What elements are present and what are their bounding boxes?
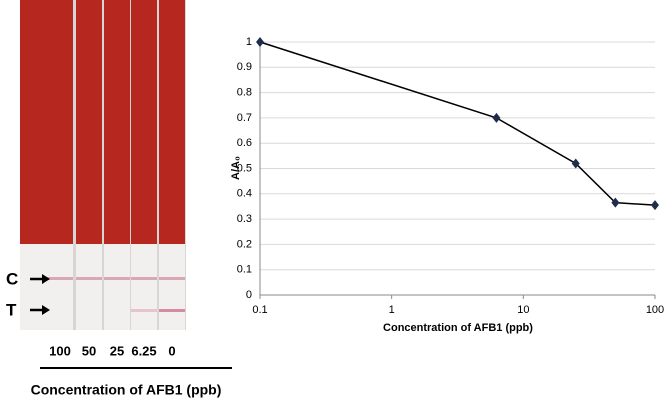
x-tick-label: 100 <box>646 304 664 316</box>
strip-pad <box>159 0 185 244</box>
c-line <box>104 277 130 280</box>
t-label: T <box>6 300 17 319</box>
c-line <box>76 277 102 280</box>
y-tick-label: 0.5 <box>237 162 252 174</box>
c-arrow-head <box>42 274 50 284</box>
x-axis-label: Concentration of AFB1 (ppb) <box>383 322 533 334</box>
c-line <box>159 277 185 280</box>
y-tick-label: 0.6 <box>237 137 252 149</box>
y-tick-label: 0 <box>246 289 252 301</box>
data-line <box>259 41 656 206</box>
strip-caption: Concentration of AFB1 (ppb) <box>31 382 222 398</box>
strip-concentration: 0 <box>168 343 175 358</box>
strip-membrane <box>104 244 130 330</box>
strip-concentration: 50 <box>82 343 96 358</box>
t-line <box>159 309 185 312</box>
strip-membrane <box>131 244 157 330</box>
strip-concentration: 6.25 <box>131 343 156 358</box>
data-point <box>492 112 501 123</box>
strip-pad <box>104 0 130 244</box>
c-label: C <box>6 269 18 288</box>
y-tick-label: 0.3 <box>237 213 252 225</box>
y-tick-label: 1 <box>246 36 252 48</box>
c-line <box>131 277 157 280</box>
strip-concentration: 25 <box>110 343 124 358</box>
y-tick-label: 0.9 <box>237 61 252 73</box>
t-arrow-head <box>42 305 50 315</box>
x-tick-label: 10 <box>517 304 529 316</box>
data-point <box>256 37 264 47</box>
c-line <box>47 277 73 280</box>
data-point <box>651 200 659 211</box>
strip-membrane <box>159 244 185 330</box>
strip-pad <box>47 0 73 244</box>
y-tick-label: 0.7 <box>237 112 252 124</box>
x-tick-label: 1 <box>389 304 395 316</box>
y-tick-label: 0.8 <box>237 87 252 99</box>
strip-membrane <box>76 244 102 330</box>
y-tick-label: 0.1 <box>237 264 252 276</box>
strip-membrane <box>20 244 47 330</box>
y-tick-label: 0.2 <box>237 238 252 250</box>
x-tick-label: 0.1 <box>252 304 267 316</box>
strip-pad <box>131 0 157 244</box>
strip-membrane <box>47 244 73 330</box>
strip-pad <box>20 0 47 244</box>
data-point <box>571 158 580 169</box>
strip-pad <box>76 0 102 244</box>
t-line <box>131 309 157 312</box>
strip-concentration: 100 <box>49 343 71 358</box>
y-axis-label: A/A₀ <box>230 156 242 180</box>
data-point <box>611 197 620 208</box>
strip-photo: C T Concentration of AFB1 (ppb) <box>6 0 232 398</box>
line-chart: Concentration of AFB1 (ppb) A/A₀ 00.10.2… <box>230 36 664 334</box>
y-tick-label: 0.4 <box>237 188 252 200</box>
